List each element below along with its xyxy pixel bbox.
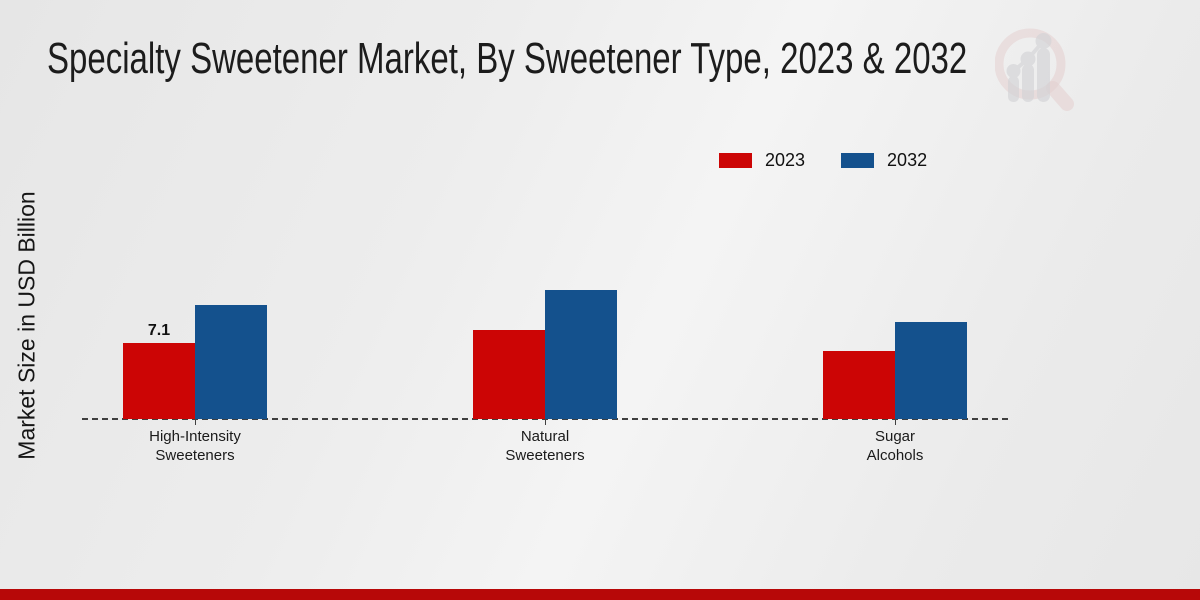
chart-legend: 2023 2032 [719,150,927,171]
bar-chart-magnifier-logo-icon [995,28,1074,111]
legend-item-2023: 2023 [719,150,805,171]
x-axis-tick [545,420,546,425]
category-label-0: High-Intensity Sweeteners [149,428,241,464]
x-axis-tick [895,420,896,425]
chart-title: Specialty Sweetener Market, By Sweetener… [47,34,968,83]
bar-2032-0 [195,305,267,419]
bar-value-label: 7.1 [147,322,171,339]
x-axis-baseline [82,418,1008,420]
legend-item-2032: 2032 [841,150,927,171]
legend-swatch-icon [719,153,752,168]
bar-2032-2 [895,322,967,419]
bar-2023-0 [123,343,195,419]
bar-2023-2 [823,351,895,419]
bar-2032-1 [545,290,617,419]
category-label-2: Sugar Alcohols [866,428,924,464]
bar-2023-1 [473,330,545,419]
legend-label: 2032 [887,150,928,170]
bottom-accent-strip [0,589,1200,600]
x-axis-tick [195,420,196,425]
legend-label: 2023 [765,150,806,170]
category-label-1: Natural Sweeteners [505,428,585,464]
legend-swatch-icon [841,153,875,168]
